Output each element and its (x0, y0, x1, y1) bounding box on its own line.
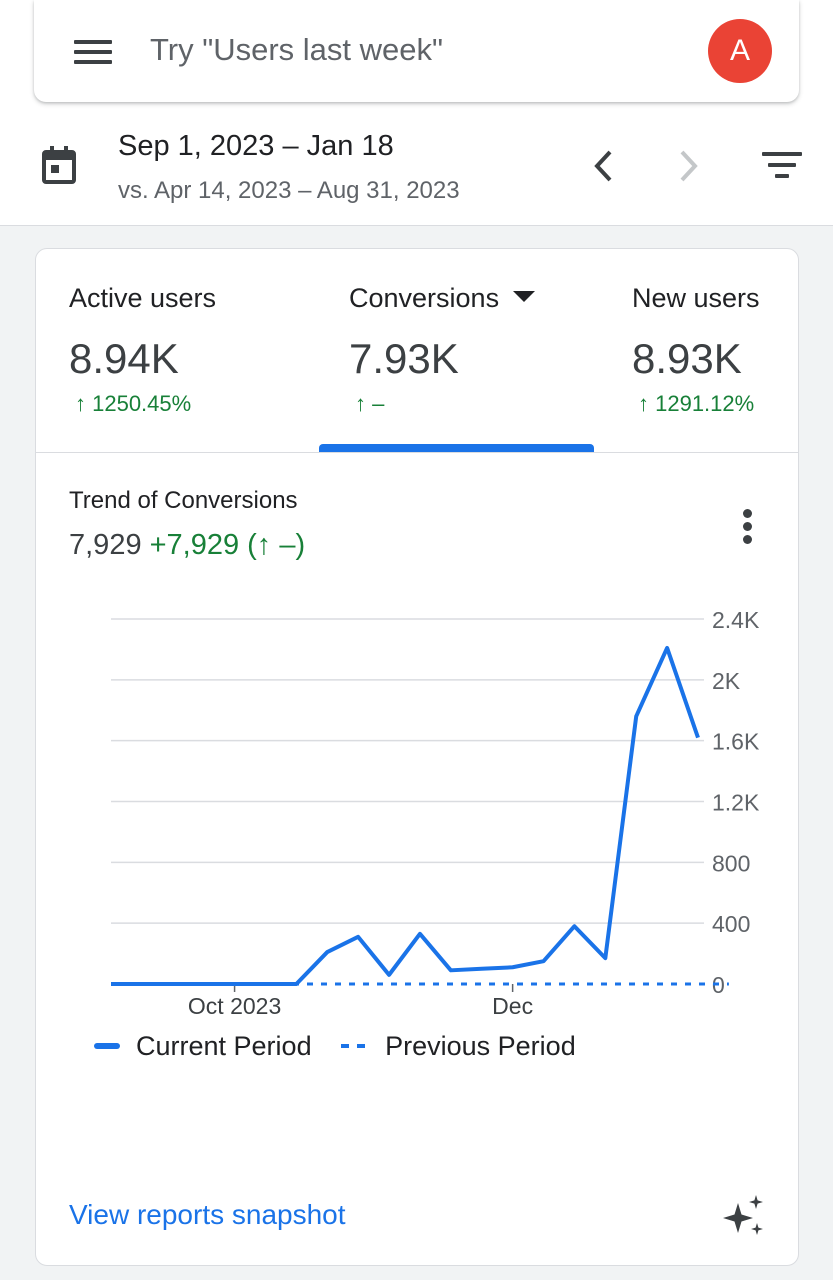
legend-current-period[interactable]: Current Period (94, 1031, 312, 1062)
legend-swatch-solid (94, 1042, 120, 1049)
selected-tab-indicator (319, 444, 594, 452)
metric-active-users[interactable]: Active users 8.94K ↑ 1250.45% (36, 249, 319, 453)
metric-value: 7.93K (349, 335, 459, 382)
divider (36, 452, 798, 453)
metric-label: Conversions (349, 283, 500, 313)
legend-previous-period[interactable]: Previous Period (341, 1031, 576, 1062)
view-reports-snapshot-link[interactable]: View reports snapshot (69, 1199, 346, 1230)
metric-value: 8.94K (69, 335, 179, 382)
trend-delta: +7,929 (↑ –) (149, 529, 306, 561)
y-tick-label: 2.4K (712, 607, 760, 633)
y-tick-label: 800 (712, 850, 750, 876)
y-tick-label: 400 (712, 911, 750, 937)
avatar[interactable]: A (708, 19, 772, 83)
y-tick-label: 1.2K (712, 790, 760, 816)
search-bar[interactable]: Try "Users last week" A (34, 0, 799, 102)
y-tick-label: 2K (712, 668, 741, 694)
date-range-primary[interactable]: Sep 1, 2023 – Jan 18 (118, 130, 394, 162)
y-tick-label: 1.6K (712, 729, 760, 755)
date-range-comparison: vs. Apr 14, 2023 – Aug 31, 2023 (118, 177, 460, 204)
metric-value: 8.93K (632, 335, 742, 382)
more-vert-icon[interactable] (738, 507, 758, 547)
chart-legend: Current Period Previous Period (94, 1031, 598, 1062)
metric-label: Active users (69, 283, 217, 313)
metrics-card: Active users 8.94K ↑ 1250.45% Conversion… (35, 248, 799, 1266)
metric-delta: ↑ 1250.45% (75, 391, 192, 416)
x-tick-label: Dec (492, 993, 533, 1019)
trend-summary: 7,929 +7,929 (↑ –) (69, 529, 305, 562)
caret-down-icon[interactable] (513, 291, 536, 303)
top-bar: Try "Users last week" A Sep 1, 2023 – Ja… (0, 0, 833, 226)
legend-label: Current Period (136, 1031, 312, 1061)
calendar-icon[interactable] (42, 146, 76, 184)
metric-label: New users (632, 283, 760, 313)
trend-title: Trend of Conversions (69, 487, 298, 514)
trend-total: 7,929 (69, 529, 142, 561)
metric-conversions[interactable]: Conversions 7.93K ↑ – (319, 249, 594, 453)
chevron-left-icon[interactable] (588, 148, 618, 184)
search-input[interactable]: Try "Users last week" (150, 32, 444, 67)
menu-icon[interactable] (74, 38, 112, 66)
legend-swatch-dashed (341, 1043, 368, 1048)
x-tick-label: Oct 2023 (188, 993, 281, 1019)
metric-delta: ↑ 1291.12% (638, 391, 755, 416)
filter-icon[interactable] (762, 150, 802, 180)
metric-delta: ↑ – (355, 391, 385, 416)
legend-label: Previous Period (385, 1031, 576, 1061)
metric-new-users[interactable]: New users 8.93K ↑ 1291.12% (594, 249, 798, 453)
series-line-current-period (111, 645, 700, 986)
metric-label-wrap: Conversions (349, 283, 536, 314)
chevron-right-icon[interactable] (674, 148, 704, 184)
sparkle-icon[interactable] (722, 1195, 766, 1239)
